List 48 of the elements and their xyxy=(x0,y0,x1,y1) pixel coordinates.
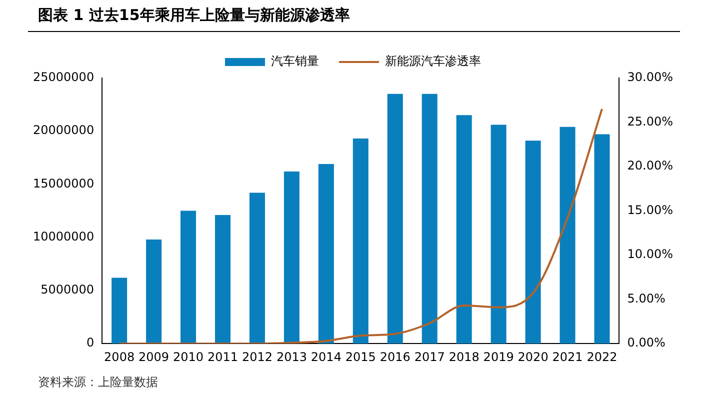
x-tick-label: 2017 xyxy=(414,350,445,364)
x-tick-label: 2018 xyxy=(448,350,480,364)
x-tick-label: 2019 xyxy=(483,350,514,364)
x-tick-label: 2013 xyxy=(276,350,307,364)
bar xyxy=(146,239,162,344)
bar xyxy=(318,164,334,344)
x-tick-label: 2015 xyxy=(345,350,376,364)
bar xyxy=(525,140,541,344)
legend-label: 汽车销量 xyxy=(271,54,319,68)
bar xyxy=(112,278,128,344)
bar xyxy=(352,138,368,344)
y-tick-label: 25000000 xyxy=(33,70,94,84)
x-tick-label: 2022 xyxy=(586,350,618,364)
x-tick-label: 2011 xyxy=(207,350,238,364)
bar xyxy=(214,215,231,344)
x-tick-label: 2010 xyxy=(173,350,204,364)
bar xyxy=(560,126,576,344)
x-tick-label: 2020 xyxy=(518,350,548,364)
line-series xyxy=(118,108,604,344)
bar xyxy=(180,210,196,344)
text: 资料来源：上险量数据 xyxy=(38,374,158,391)
y2-tick-label: 15.00% xyxy=(627,202,674,217)
x-tick-label: 2016 xyxy=(380,350,410,364)
bar xyxy=(490,124,506,344)
x-tick-label: 2008 xyxy=(104,350,135,364)
x-tick-label: 2009 xyxy=(138,350,170,364)
x-tick-label: 2014 xyxy=(310,350,342,364)
legend-label: 新能源汽车渗透率 xyxy=(385,54,481,68)
y-tick-label: 15000000 xyxy=(33,176,94,190)
bar xyxy=(594,134,610,344)
bar xyxy=(387,94,403,344)
bar xyxy=(456,115,472,344)
bar xyxy=(284,171,300,344)
y2-tick-label: 10.00% xyxy=(627,247,674,262)
chart-title: 图表 1 过去15年乘用车上险量与新能源渗透率 xyxy=(38,6,350,25)
y2-tick-label: 0.00% xyxy=(627,336,666,350)
x-tick-label: 2021 xyxy=(552,350,583,364)
y2-tick-label: 25.00% xyxy=(627,114,674,128)
y-tick-label: 20000000 xyxy=(33,123,94,138)
y2-tick-label: 20.00% xyxy=(627,158,674,173)
y2-tick-label: 30.00% xyxy=(627,70,674,84)
y-tick-label: 10000000 xyxy=(33,229,94,244)
bar xyxy=(422,94,438,344)
bar xyxy=(249,192,265,344)
y-tick-label: 5000000 xyxy=(40,282,94,297)
y-tick-label: 0 xyxy=(86,336,94,350)
y2-tick-label: 5.00% xyxy=(627,291,666,306)
x-tick-label: 2012 xyxy=(242,350,272,364)
